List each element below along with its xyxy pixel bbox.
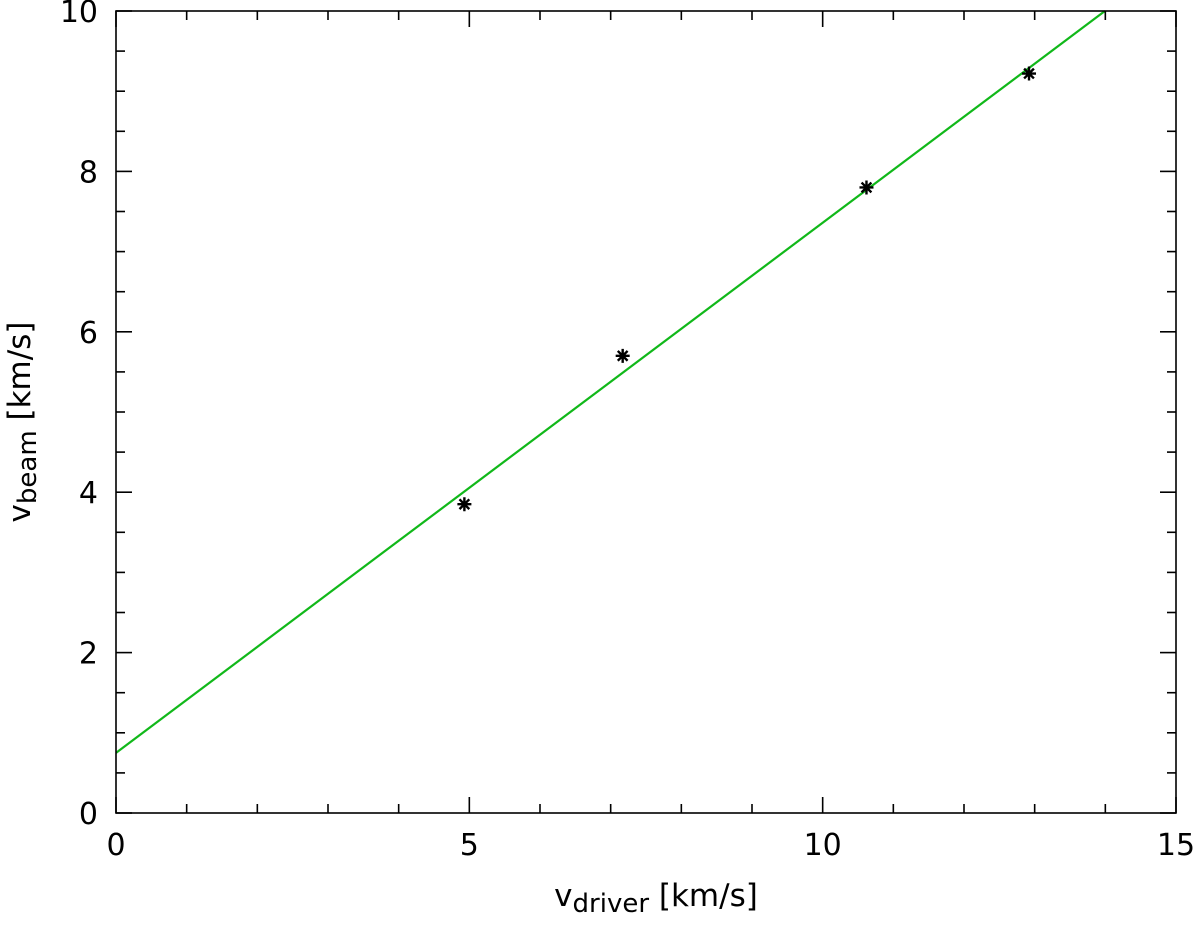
tick-labels-layer: 0 5 10 15 0 2 4 6 8 10 xyxy=(60,0,1195,863)
asterisk-marker xyxy=(859,180,874,195)
data-point xyxy=(1022,66,1037,81)
data-point xyxy=(457,497,472,512)
x-axis-title: vdriver [km/s] xyxy=(554,878,758,919)
x-tick-label: 15 xyxy=(1157,828,1195,863)
fit-line xyxy=(115,10,1106,754)
y-tick-label: 8 xyxy=(79,155,98,190)
y-tick-label: 0 xyxy=(79,797,98,832)
y-axis-title: vbeam [km/s] xyxy=(2,322,43,523)
asterisk-marker xyxy=(615,348,630,363)
x-axis-title-sub: driver xyxy=(573,889,650,919)
y-tick-label: 6 xyxy=(79,316,98,351)
y-tick-label: 4 xyxy=(79,476,98,511)
data-point xyxy=(859,180,874,195)
fit-line-layer xyxy=(115,10,1106,754)
ticks-layer xyxy=(115,10,1177,814)
data-point xyxy=(615,348,630,363)
x-axis-title-units: [km/s] xyxy=(649,878,758,914)
data-points-layer xyxy=(457,66,1037,512)
x-tick-label: 5 xyxy=(460,828,479,863)
x-tick-label: 10 xyxy=(804,828,842,863)
y-tick-label: 10 xyxy=(60,0,98,30)
x-tick-label: 0 xyxy=(106,828,125,863)
y-axis-title-sub: beam xyxy=(13,430,43,504)
y-axis-title-units: [km/s] xyxy=(2,322,38,431)
x-axis-title-main: v xyxy=(554,878,572,914)
plot-frame xyxy=(115,10,1177,814)
y-axis-title-main: v xyxy=(2,504,38,522)
y-tick-label: 2 xyxy=(79,637,98,672)
asterisk-marker xyxy=(1022,66,1037,81)
asterisk-marker xyxy=(457,497,472,512)
